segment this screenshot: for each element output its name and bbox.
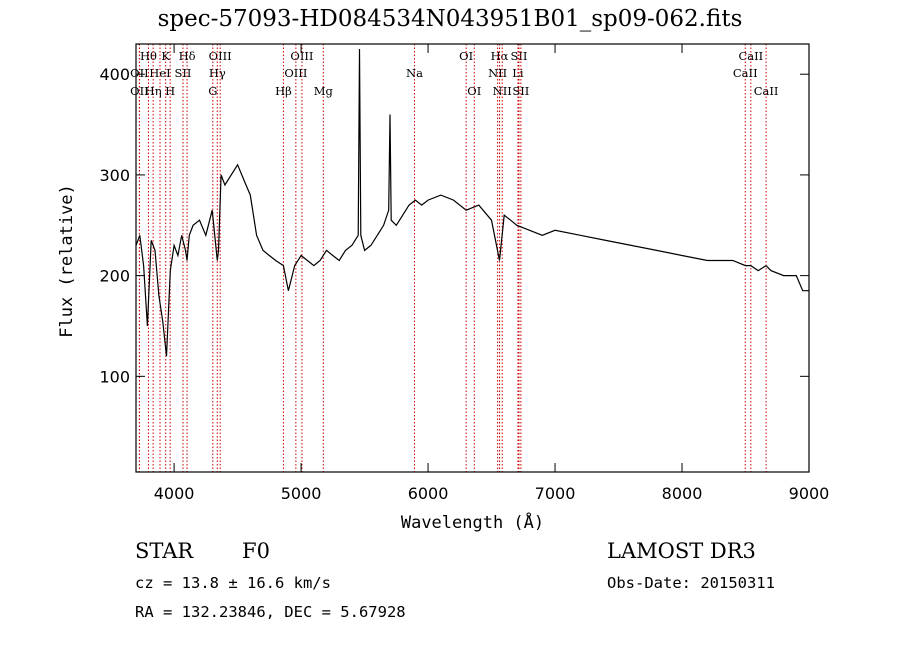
line-marker-label: K bbox=[161, 49, 170, 63]
line-marker-label: OI bbox=[459, 49, 473, 63]
plot-frame bbox=[135, 43, 810, 473]
line-marker-label: OIII bbox=[209, 49, 232, 63]
line-marker-label: Hβ bbox=[275, 84, 292, 98]
line-marker-label: CaII bbox=[733, 66, 758, 80]
line-marker-label: Hθ bbox=[140, 49, 157, 63]
line-marker-label: Hδ bbox=[179, 49, 196, 63]
line-marker-label: Li bbox=[512, 66, 524, 80]
x-axis-label: Wavelength (Å) bbox=[401, 511, 544, 533]
redshift-text: cz = 13.8 ± 16.6 km/s bbox=[135, 574, 331, 592]
y-tick-label: 200 bbox=[99, 267, 130, 286]
line-marker-label: CaII bbox=[738, 49, 763, 63]
line-marker-label: OII bbox=[130, 84, 149, 98]
line-marker-label: SII bbox=[510, 49, 527, 63]
spectrum-line bbox=[135, 48, 809, 357]
x-tick-label: 8000 bbox=[662, 484, 703, 503]
line-marker-label: HeI bbox=[149, 66, 170, 80]
line-marker-label: Hα bbox=[491, 49, 509, 63]
line-marker-label: OIII bbox=[284, 66, 307, 80]
x-tick-label: 4000 bbox=[154, 484, 195, 503]
x-tick-label: 7000 bbox=[535, 484, 576, 503]
line-marker-label: H bbox=[165, 84, 175, 98]
line-marker-label: Na bbox=[406, 66, 423, 80]
y-tick-label: 400 bbox=[99, 65, 130, 84]
line-marker-label: CaII bbox=[754, 84, 779, 98]
obs-date-text: Obs-Date: 20150311 bbox=[607, 574, 775, 592]
line-marker-label: OIII bbox=[290, 49, 313, 63]
survey-name: LAMOST DR3 bbox=[607, 539, 756, 563]
y-axis-label: Flux (relative) bbox=[57, 184, 77, 338]
line-marker-label: SII bbox=[174, 66, 191, 80]
y-tick-label: 300 bbox=[99, 166, 130, 185]
line-marker-label: OI bbox=[467, 84, 481, 98]
x-tick-label: 9000 bbox=[789, 484, 830, 503]
line-marker-label: NII bbox=[488, 66, 507, 80]
line-marker-label: Hγ bbox=[209, 66, 226, 80]
chart-title: spec-57093-HD084534N043951B01_sp09-062.f… bbox=[157, 6, 743, 32]
x-tick-label: 6000 bbox=[408, 484, 449, 503]
spectrum-series bbox=[135, 48, 809, 357]
line-marker-label: G bbox=[208, 84, 217, 98]
radec-text: RA = 132.23846, DEC = 5.67928 bbox=[135, 603, 406, 621]
object-class: STAR bbox=[135, 539, 194, 563]
axis-ticks: 4000 5000 6000 7000 8000 9000 100 200 300 400 bbox=[99, 44, 829, 503]
line-marker-label: Mg bbox=[314, 84, 334, 98]
line-marker-label: SII bbox=[512, 84, 529, 98]
x-tick-label: 5000 bbox=[281, 484, 322, 503]
object-subclass: F0 bbox=[242, 539, 270, 563]
line-marker-label: Hη bbox=[145, 84, 162, 98]
y-tick-label: 100 bbox=[99, 367, 130, 386]
line-marker-label: NII bbox=[493, 84, 512, 98]
